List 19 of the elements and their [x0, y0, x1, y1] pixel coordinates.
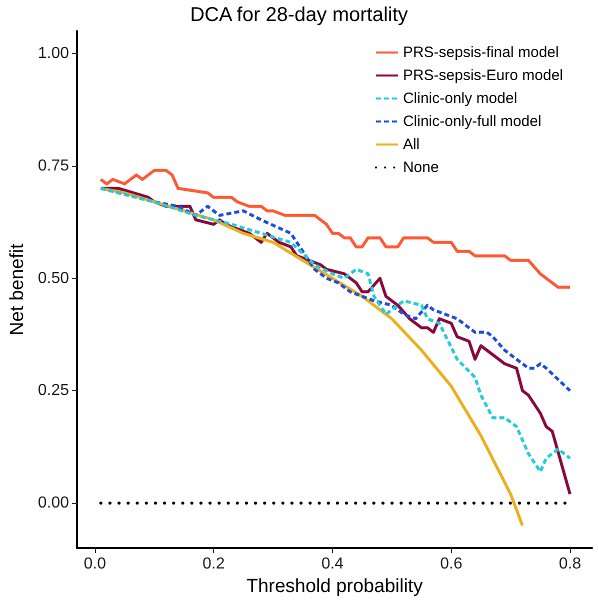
y-tick-label: 0.75: [38, 157, 70, 174]
x-tick-label: 0.0: [84, 556, 106, 573]
y-tick-label: 1.00: [38, 44, 70, 62]
y-tick-label: 0.25: [38, 382, 70, 400]
x-tick-label: 0.4: [321, 556, 344, 573]
legend-label: All: [402, 136, 420, 153]
legend-label: Clinic-only-full model: [402, 113, 542, 130]
y-tick-label: 0.00: [38, 494, 70, 512]
x-tick-label: 0.8: [558, 556, 582, 573]
x-tick-label: 0.2: [202, 556, 225, 573]
legend-label: None: [402, 159, 439, 176]
y-tick-label: 0.50: [38, 270, 70, 287]
x-tick-label: 0.6: [440, 556, 462, 573]
legend-label: Clinic-only model: [402, 90, 518, 107]
legend-label: PRS-sepsis-final model: [402, 44, 559, 61]
x-axis-title: Threshold probability: [246, 576, 424, 597]
legend-label: PRS-sepsis-Euro model: [402, 67, 564, 84]
y-axis-title: Net benefit: [7, 242, 28, 336]
chart-title: DCA for 28-day mortality: [190, 4, 408, 26]
